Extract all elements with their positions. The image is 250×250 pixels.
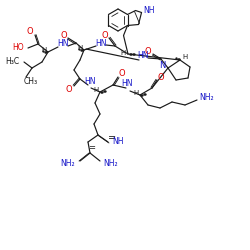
Text: O: O xyxy=(61,30,67,40)
Text: O: O xyxy=(66,84,72,94)
Text: H: H xyxy=(94,87,98,93)
Text: HN: HN xyxy=(95,38,107,48)
Text: N: N xyxy=(159,60,165,70)
Text: CH₃: CH₃ xyxy=(24,76,38,86)
Text: O: O xyxy=(102,30,108,40)
Text: HN: HN xyxy=(137,50,149,59)
Text: O: O xyxy=(158,72,164,82)
Text: HO: HO xyxy=(12,42,24,51)
Text: NH: NH xyxy=(112,138,124,146)
Text: O: O xyxy=(119,70,125,78)
Text: HN: HN xyxy=(84,76,96,86)
Text: HN: HN xyxy=(57,40,69,48)
Text: H: H xyxy=(78,45,82,51)
Text: =: = xyxy=(108,133,116,143)
Text: H: H xyxy=(182,54,188,60)
Text: O: O xyxy=(145,46,151,56)
Text: H: H xyxy=(42,47,46,53)
Text: NH₂: NH₂ xyxy=(200,94,214,102)
Text: NH: NH xyxy=(143,6,154,15)
Text: NH₂: NH₂ xyxy=(61,160,75,168)
Text: H: H xyxy=(134,90,138,96)
Text: NH₂: NH₂ xyxy=(104,160,118,168)
Text: H: H xyxy=(120,50,126,56)
Text: HN: HN xyxy=(121,80,133,88)
Text: =: = xyxy=(88,144,96,152)
Text: H₃C: H₃C xyxy=(5,56,19,66)
Text: O: O xyxy=(27,26,33,36)
